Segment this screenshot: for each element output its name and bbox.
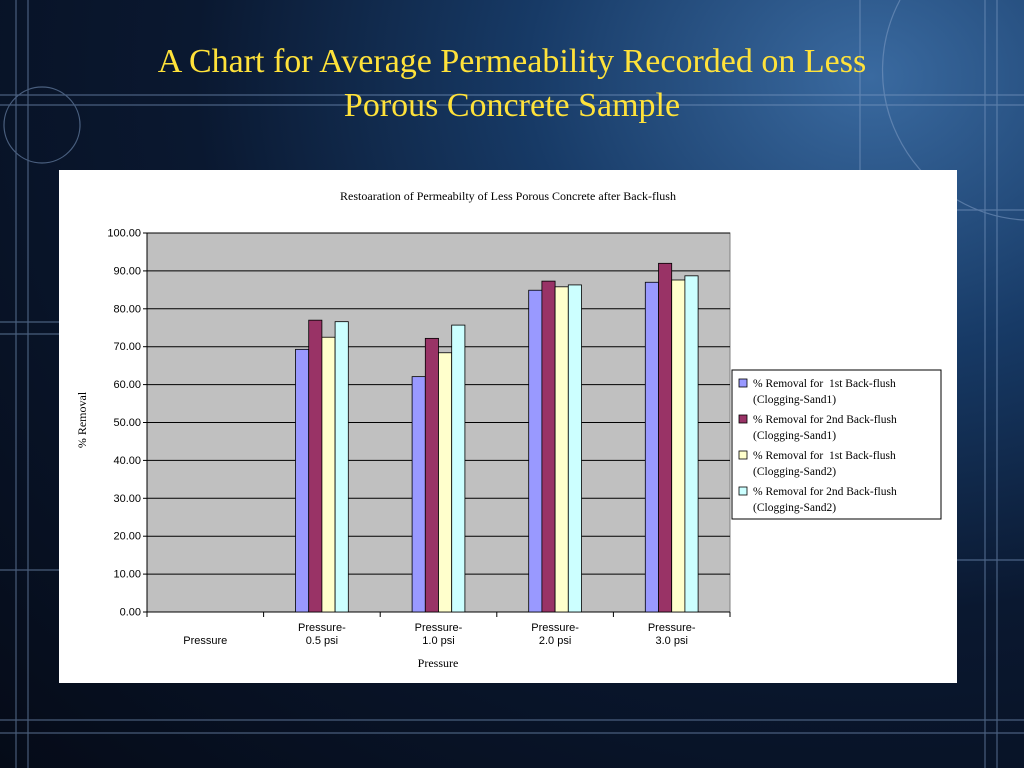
x-axis-label: Pressure [418, 656, 459, 670]
bar [658, 262, 673, 613]
legend-label: % Removal for 2nd Back-flush [753, 414, 897, 426]
slide-title-line-2: Porous Concrete Sample [343, 87, 681, 124]
y-tick-label: 60.00 [113, 379, 141, 391]
x-tick-label: Pressure- [531, 622, 579, 634]
bar [308, 319, 323, 613]
legend-label: (Clogging-Sand2) [753, 466, 836, 478]
legend-swatch [738, 450, 748, 460]
bar [554, 286, 569, 613]
legend-label: % Removal for 1st Back-flush [753, 450, 896, 462]
y-tick-label: 90.00 [113, 265, 141, 277]
x-tick-label: Pressure [183, 635, 227, 647]
x-tick-label: 0.5 psi [306, 635, 338, 647]
legend-label: (Clogging-Sand1) [753, 430, 836, 442]
x-tick-label: 3.0 psi [655, 635, 687, 647]
bar [438, 352, 453, 613]
bar [451, 324, 466, 613]
x-tick-label: Pressure- [298, 622, 346, 634]
bar [671, 279, 686, 613]
bar-chart: 0.00 10.00 20.00 30.00 40.00 50.00 60.00 70.00 8… [75, 189, 942, 670]
y-tick-label: 100.00 [107, 228, 141, 240]
slide-title: A Chart for Average Permeability Recorde… [40, 40, 984, 128]
legend-swatch [738, 414, 748, 424]
bar [644, 281, 659, 613]
x-tick-label: 1.0 psi [422, 635, 454, 647]
slide-title-line-1: A Chart for Average Permeability Recorde… [157, 43, 867, 80]
y-tick-label: 10.00 [113, 569, 141, 581]
bar [567, 284, 582, 613]
legend-box [731, 369, 942, 520]
y-tick-label: 20.00 [113, 531, 141, 543]
x-tick-label: Pressure- [648, 622, 696, 634]
legend-label: % Removal for 1st Back-flush [753, 378, 896, 390]
legend-swatch [738, 486, 748, 496]
chart-panel: 0.00 10.00 20.00 30.00 40.00 50.00 60.00 70.00 8… [59, 170, 957, 683]
y-tick-label: 50.00 [113, 417, 141, 429]
y-axis-label: % Removal [75, 391, 89, 448]
legend-swatch [738, 378, 748, 388]
x-tick-label: Pressure- [415, 622, 463, 634]
chart-title: Restoaration of Permeabilty of Less Poro… [340, 189, 676, 203]
bar [295, 348, 310, 613]
bar [541, 280, 556, 613]
y-tick-label: 30.00 [113, 493, 141, 505]
y-tick-label: 80.00 [113, 303, 141, 315]
bar [411, 376, 426, 613]
bar [321, 336, 336, 613]
y-tick-label: 40.00 [113, 455, 141, 467]
y-tick-label: 70.00 [113, 341, 141, 353]
legend-label: (Clogging-Sand2) [753, 502, 836, 514]
y-tick-label: 0.00 [120, 607, 141, 619]
x-tick-label: 2.0 psi [539, 635, 571, 647]
legend-label: % Removal for 2nd Back-flush [753, 486, 897, 498]
bar [528, 289, 543, 613]
legend-label: (Clogging-Sand1) [753, 394, 836, 406]
bar [424, 337, 439, 613]
bar [334, 321, 349, 613]
bar [684, 275, 699, 613]
